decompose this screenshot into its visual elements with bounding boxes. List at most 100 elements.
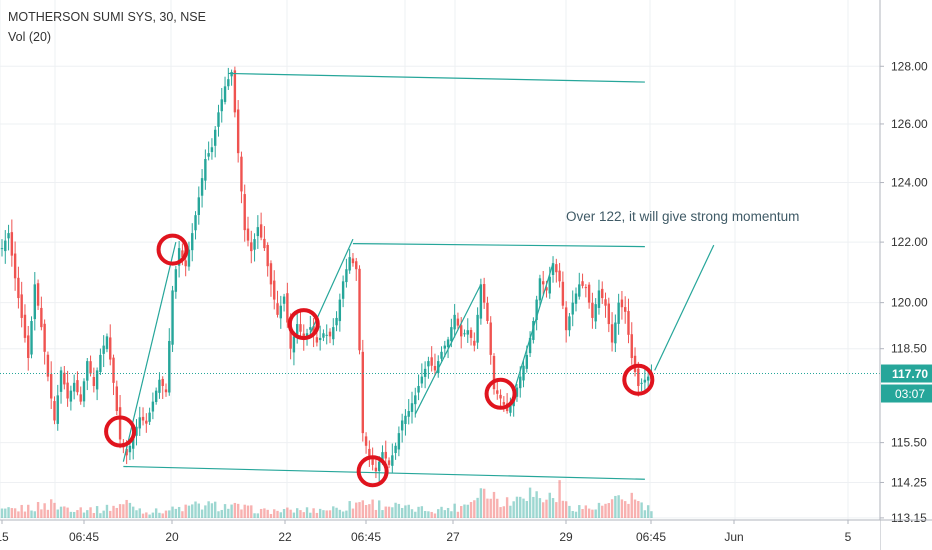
volume-bar (525, 501, 528, 518)
candle-body (364, 436, 368, 446)
candle-body (263, 238, 266, 249)
volume-bar (561, 500, 565, 518)
volume-bar (309, 512, 312, 518)
candle-body (17, 277, 20, 299)
candle-body (259, 224, 263, 238)
candle-body (92, 376, 96, 386)
candle-body (128, 445, 132, 453)
volume-bar (574, 511, 578, 518)
candle-body (400, 420, 404, 431)
candle-body (551, 263, 555, 276)
candle-body (522, 365, 525, 381)
marked-points (104, 233, 655, 488)
candle-body (72, 382, 76, 392)
volume-bar (259, 508, 263, 518)
time-tick-label: 27 (446, 530, 460, 544)
trend-line (414, 284, 482, 415)
candle-body (479, 284, 483, 319)
volume-bar (545, 499, 548, 518)
candle-body (571, 302, 574, 315)
volume-bar (66, 507, 69, 518)
volume-bar (450, 511, 453, 518)
volume-bar (466, 504, 469, 518)
volume-bar (640, 502, 643, 518)
volume-bar (292, 512, 296, 518)
volume-bar (109, 510, 112, 518)
volume-bar (168, 510, 171, 518)
candle-body (345, 269, 348, 283)
last-price-tag (881, 364, 932, 383)
volume-bar (473, 500, 476, 518)
volume-bar (538, 498, 542, 518)
candle-body (246, 228, 250, 241)
candle-body (253, 239, 256, 250)
annotation-text: Over 122, it will give strong momentum (566, 209, 799, 224)
candle-body (118, 407, 122, 440)
candle-body (423, 368, 427, 377)
candle-body (535, 299, 538, 320)
volume-bar (243, 504, 246, 518)
volume-bar (194, 501, 197, 518)
volume-bar (145, 512, 148, 518)
candle-body (233, 70, 237, 113)
candle-body (89, 361, 92, 374)
candle-body (250, 242, 253, 252)
candle-body (204, 158, 207, 181)
volume-bar (236, 503, 240, 518)
candle-body (105, 336, 109, 350)
candle-body (325, 334, 328, 336)
candle-body (318, 337, 322, 341)
volume-bar (318, 508, 322, 518)
candle-body (591, 302, 594, 318)
candle-body (109, 337, 112, 360)
candle-body (407, 411, 410, 417)
volume-bar (384, 506, 387, 518)
trend-line (513, 263, 554, 393)
time-tick-label: 20 (165, 530, 179, 544)
candle-body (171, 290, 174, 345)
volume-bar (627, 503, 630, 518)
volume-bar (214, 501, 217, 518)
volume-bar (46, 509, 50, 518)
candle-body (384, 451, 387, 459)
volume-bar (509, 505, 512, 518)
candle-body (450, 327, 453, 342)
candle-body (460, 325, 463, 337)
candle-body (289, 321, 292, 349)
candle-body (561, 281, 565, 306)
volume-bar (328, 510, 332, 518)
candle-body (614, 322, 617, 344)
candle-body (187, 249, 191, 267)
trend-line (654, 244, 715, 371)
candle-body (610, 324, 614, 343)
candle-body (256, 227, 260, 237)
candle-body (368, 448, 371, 459)
volume-bars (0, 480, 653, 518)
candle-body (391, 455, 394, 466)
volume-bar (177, 506, 181, 518)
candle-body (528, 337, 532, 354)
candle-body (542, 281, 545, 285)
candle-body (486, 302, 489, 321)
volume-bar (542, 502, 545, 518)
volume-bar (50, 499, 53, 518)
volume-bar (368, 504, 371, 518)
candle-body (387, 460, 391, 465)
volume-bar (601, 505, 604, 518)
volume-bar (505, 497, 509, 518)
volume-bar (53, 502, 56, 518)
volume-bar (154, 508, 158, 518)
candle-body (194, 215, 197, 231)
volume-bar (99, 513, 102, 518)
candle-body (624, 307, 627, 312)
volume-bar (443, 510, 446, 518)
candle-body (381, 452, 384, 462)
candle-body (315, 337, 319, 343)
volume-bar (112, 505, 115, 518)
candle-body (154, 390, 158, 402)
volume-bar (197, 503, 200, 518)
candle-body (496, 390, 499, 394)
volume-bar (69, 511, 73, 518)
